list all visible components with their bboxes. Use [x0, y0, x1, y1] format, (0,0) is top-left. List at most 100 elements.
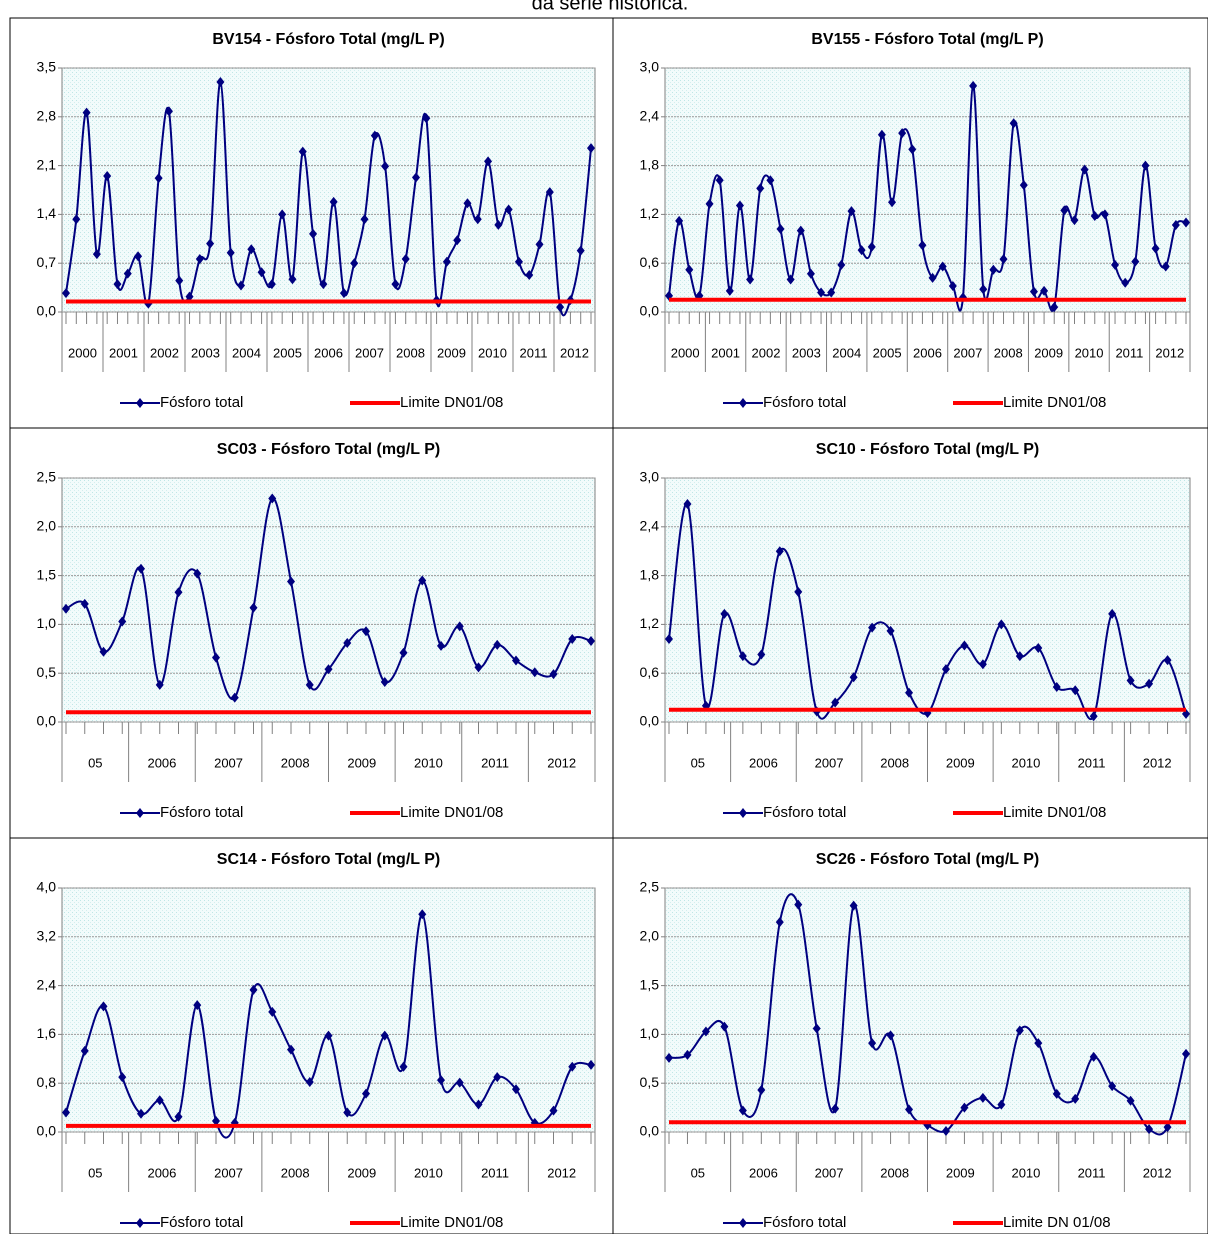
data-point	[249, 984, 258, 995]
x-category-label: 2010	[478, 345, 507, 360]
data-point	[212, 1116, 220, 1127]
legend-marker	[136, 808, 144, 818]
data-point	[62, 603, 70, 614]
y-tick-label: 2,8	[37, 108, 57, 124]
data-point	[806, 268, 815, 279]
data-point	[237, 280, 245, 291]
x-category-label: 2010	[1011, 1165, 1040, 1180]
data-point	[918, 240, 927, 251]
data-point	[154, 173, 163, 184]
data-point	[796, 225, 805, 236]
data-point	[82, 107, 91, 118]
x-category-label: 2010	[414, 755, 443, 770]
data-point	[1108, 608, 1117, 619]
data-point	[738, 1105, 747, 1116]
x-category-label: 2007	[815, 755, 844, 770]
data-point	[164, 106, 173, 117]
x-category-label: 2003	[191, 345, 220, 360]
data-point	[1141, 160, 1150, 171]
data-point	[868, 622, 877, 633]
data-point	[1070, 215, 1079, 226]
data-point	[1034, 642, 1043, 653]
y-tick-label: 1,2	[640, 615, 660, 631]
data-point	[268, 493, 277, 504]
data-point	[1090, 211, 1099, 222]
data-point	[905, 1104, 914, 1115]
chart-panel: BV155 - Fósforo Total (mg/L P) 0,0 0,6 1,2 1…	[612, 17, 1208, 429]
data-point	[422, 113, 431, 124]
data-point	[134, 251, 143, 262]
data-point	[665, 634, 673, 645]
data-point	[705, 198, 714, 209]
x-category-label: 2012	[547, 1165, 576, 1180]
data-point	[756, 183, 765, 194]
legend-label: Fósforo total	[160, 804, 243, 821]
x-category-label: 2000	[671, 345, 700, 360]
data-point	[442, 256, 451, 267]
data-point	[979, 284, 988, 295]
data-point	[453, 235, 462, 246]
data-point	[948, 280, 957, 291]
y-tick-label: 0,0	[37, 1123, 57, 1139]
data-point	[80, 598, 89, 609]
x-category-label: 2006	[147, 1165, 176, 1180]
data-point	[1121, 277, 1130, 288]
x-category-label: 05	[88, 755, 102, 770]
chart-panel: SC26 - Fósforo Total (mg/L P) 0,0 0,5 1,0 1,…	[612, 837, 1208, 1234]
legend-marker	[739, 808, 747, 818]
data-point	[504, 204, 513, 215]
x-category-label: 2012	[1143, 1165, 1172, 1180]
data-point	[92, 249, 101, 260]
data-point	[319, 279, 328, 290]
x-category-label: 2005	[873, 345, 902, 360]
data-point	[766, 175, 775, 186]
x-category-label: 2009	[946, 755, 975, 770]
x-category-label: 2008	[880, 755, 909, 770]
data-point	[195, 254, 204, 265]
data-point	[683, 499, 692, 510]
chart-title: SC03 - Fósforo Total (mg/L P)	[217, 441, 440, 458]
panel-border	[612, 837, 1208, 1234]
data-point	[675, 215, 684, 226]
y-tick-label: 3,0	[640, 469, 660, 485]
data-point	[898, 128, 907, 139]
data-point	[530, 667, 539, 678]
x-category-label: 2008	[396, 345, 425, 360]
y-tick-label: 3,0	[640, 59, 660, 75]
chart-title: SC10 - Fósforo Total (mg/L P)	[816, 441, 1039, 458]
data-point	[343, 637, 352, 648]
x-category-label: 2007	[214, 755, 243, 770]
data-point	[1019, 180, 1028, 191]
y-tick-label: 0,8	[37, 1074, 57, 1090]
data-point	[230, 692, 239, 703]
x-category-label: 2008	[281, 1165, 310, 1180]
chart-title: BV154 - Fósforo Total (mg/L P)	[212, 31, 444, 48]
data-point	[857, 245, 866, 256]
data-point	[118, 1072, 127, 1083]
x-category-label: 2005	[273, 345, 302, 360]
y-tick-label: 1,6	[37, 1025, 57, 1041]
x-category-label: 2011	[481, 1165, 509, 1180]
y-tick-label: 2,5	[640, 879, 660, 895]
chart-title: SC26 - Fósforo Total (mg/L P)	[816, 851, 1039, 868]
data-point	[735, 200, 744, 211]
data-point	[493, 1072, 502, 1083]
plot-area	[664, 477, 1191, 723]
y-tick-label: 0,0	[37, 303, 57, 319]
data-point	[287, 1044, 295, 1055]
data-point	[118, 616, 127, 627]
plot-area	[664, 67, 1191, 313]
legend-label: Fósforo total	[160, 1214, 243, 1231]
data-point	[1108, 1081, 1117, 1092]
legend-label: Limite DN01/08	[400, 394, 503, 411]
data-point	[72, 214, 81, 225]
chart-panel: BV154 - Fósforo Total (mg/L P) 0,0 0,7 1,4 2…	[9, 17, 614, 429]
y-tick-label: 2,4	[640, 518, 660, 534]
y-tick-label: 1,0	[37, 615, 57, 631]
chart-title: BV155 - Fósforo Total (mg/L P)	[811, 31, 1043, 48]
x-category-label: 2007	[214, 1165, 243, 1180]
x-category-label: 2004	[832, 345, 861, 360]
legend-marker	[739, 1218, 747, 1228]
data-point	[831, 1103, 840, 1114]
data-point	[298, 146, 307, 157]
